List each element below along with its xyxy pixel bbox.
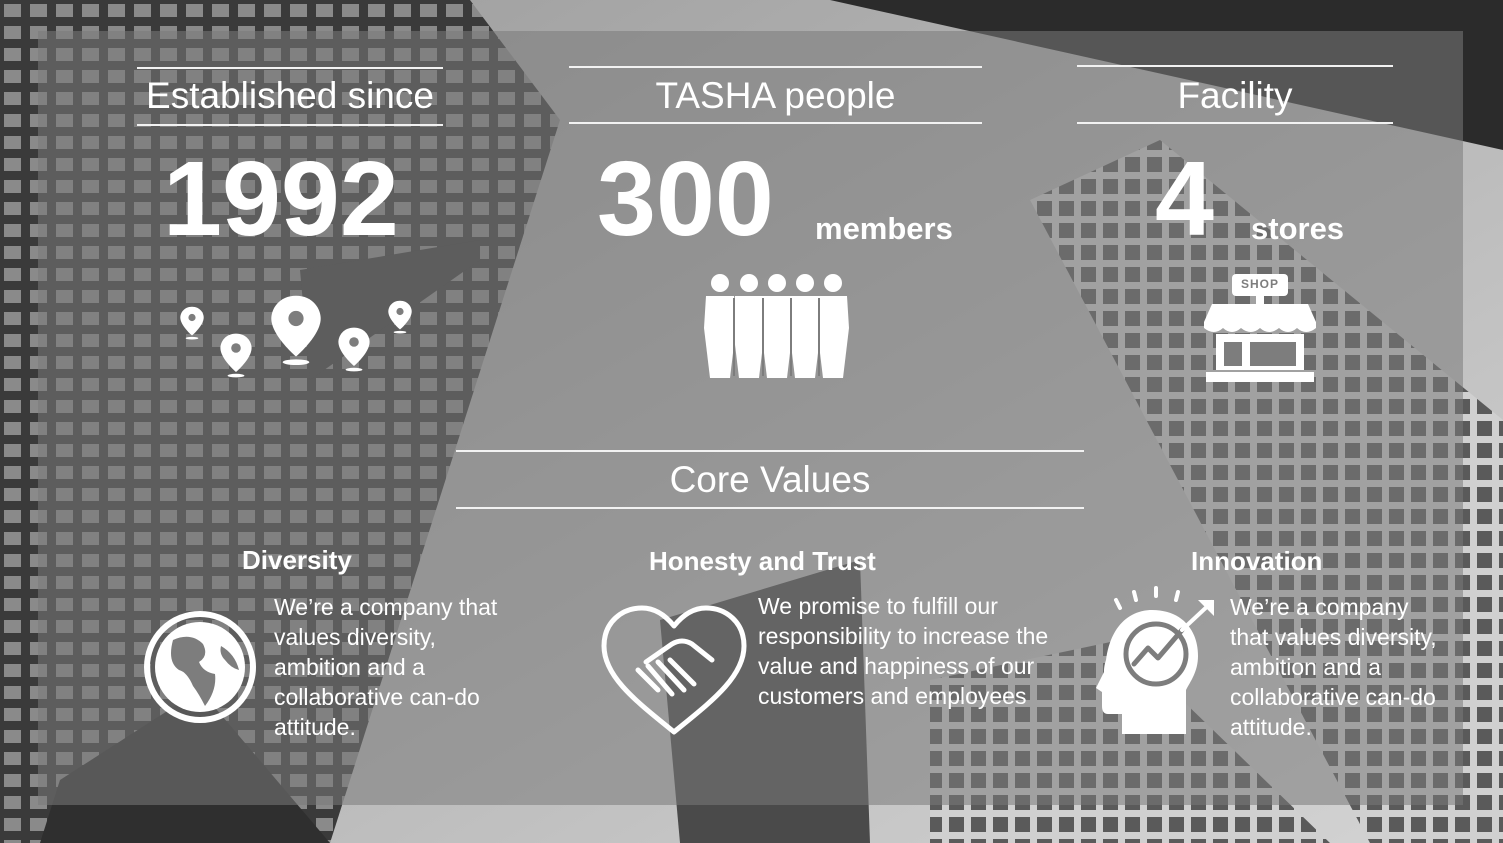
stat-unit: members [815, 211, 953, 246]
stat-heading: Facility [1177, 75, 1293, 116]
map-pins-icon [180, 295, 412, 378]
stat-value: 4 [1155, 140, 1214, 258]
shop-icon: SHOP [1202, 272, 1318, 387]
heading-rule [456, 507, 1084, 509]
stat-value: 300 [597, 140, 774, 258]
heading-rule [569, 122, 982, 124]
globe-icon [144, 611, 256, 723]
head-growth-icon [1096, 586, 1214, 734]
people-group-icon [704, 274, 849, 378]
stat-heading: Established since [146, 75, 434, 116]
value-title: Innovation [1191, 546, 1323, 576]
shop-sign-text: SHOP [1240, 277, 1279, 291]
heading-rule [137, 67, 443, 69]
stat-heading: TASHA people [655, 75, 896, 116]
stat-value: 1992 [163, 140, 399, 258]
content-panel [38, 31, 1463, 805]
heart-handshake-icon [601, 605, 747, 735]
heading-rule [1077, 122, 1393, 124]
value-title: Honesty and Trust [649, 546, 876, 576]
value-text: We’re a company that values diversity, a… [1230, 594, 1437, 740]
value-text: We’re a company that values diversity, a… [274, 594, 498, 740]
value-title: Diversity [242, 545, 352, 575]
heading-rule [1077, 65, 1393, 67]
stat-unit: stores [1251, 211, 1345, 246]
heading-rule [456, 450, 1084, 452]
value-text: We promise to fulfill our responsibility… [758, 593, 1049, 709]
section-heading: Core Values [669, 459, 871, 500]
heading-rule [137, 124, 443, 126]
heading-rule [569, 66, 982, 68]
